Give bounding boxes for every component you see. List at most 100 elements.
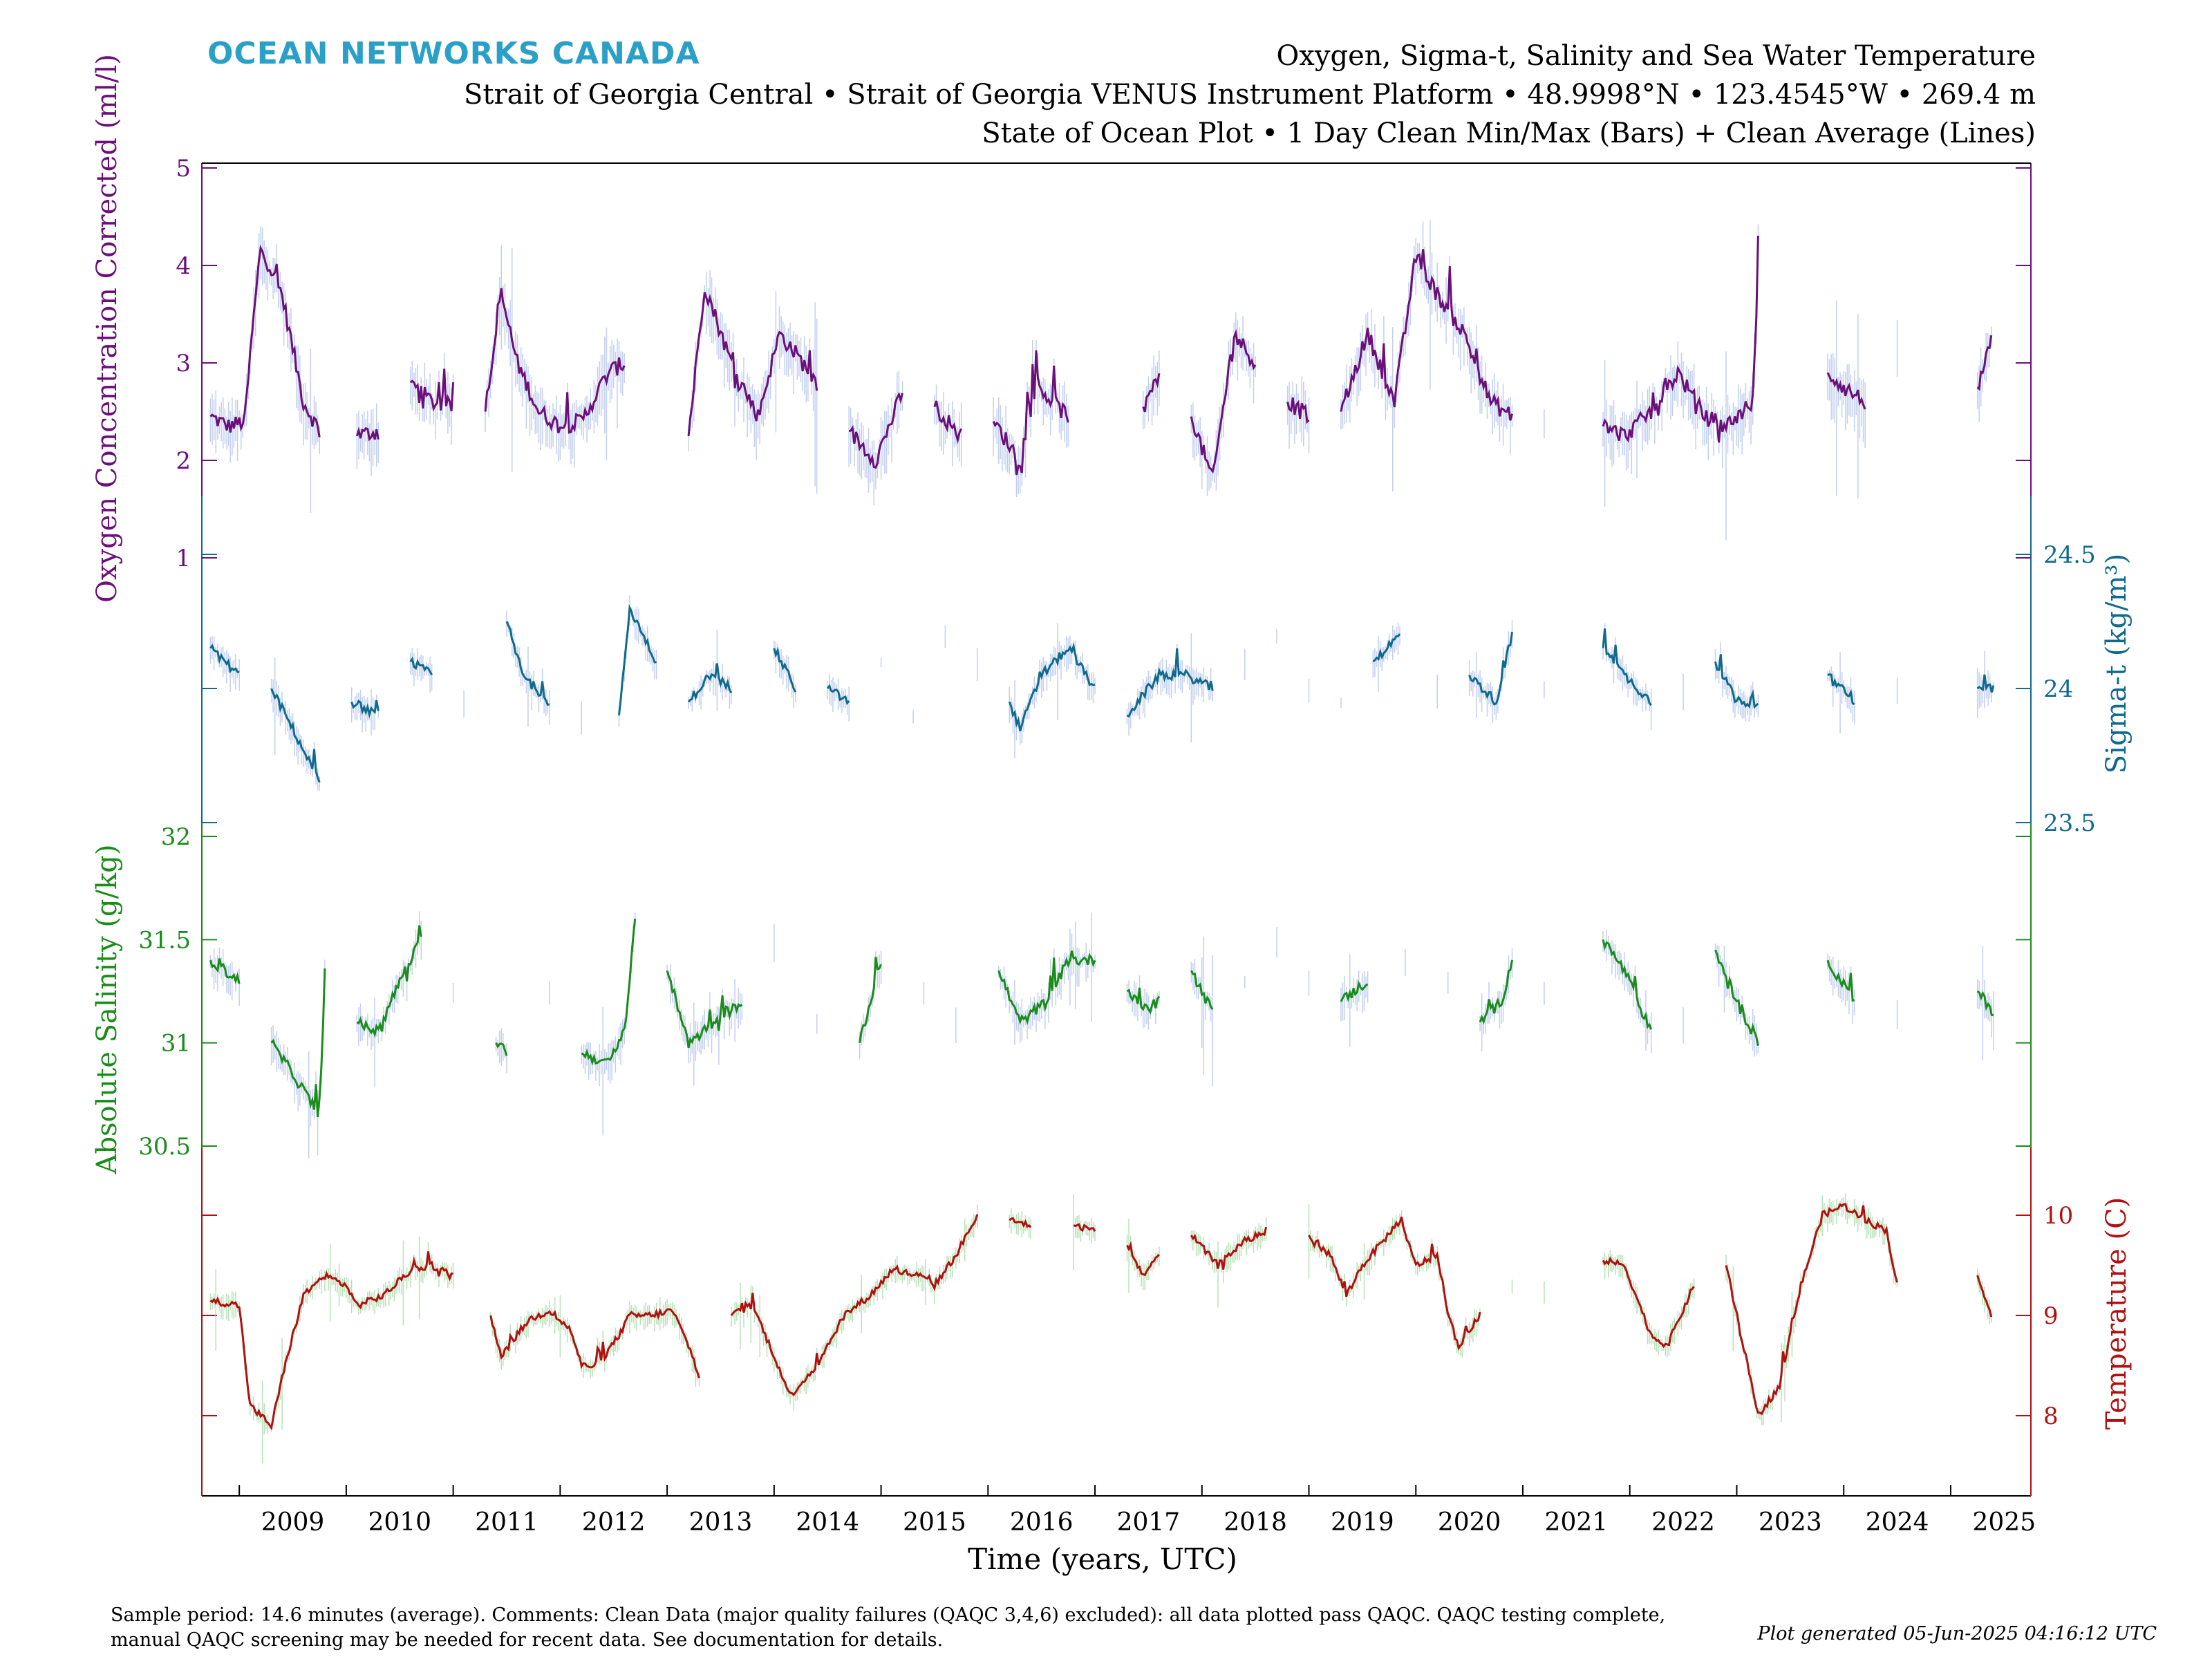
x-tick-label: 2024 bbox=[1866, 1508, 1929, 1537]
x-tick-label: 2012 bbox=[582, 1508, 646, 1537]
y-tick-label: 31 bbox=[161, 1030, 191, 1058]
sigma-average-line bbox=[1126, 648, 1214, 718]
footer-note-line1: Sample period: 14.6 minutes (average). C… bbox=[111, 1604, 1665, 1626]
oxygen-average-line bbox=[209, 244, 321, 438]
x-axis-label: Time (years, UTC) bbox=[968, 1542, 1237, 1576]
x-tick-label: 2019 bbox=[1331, 1508, 1394, 1537]
oxygen-average-line bbox=[1286, 397, 1310, 424]
sigma-average-line bbox=[1372, 633, 1401, 663]
oxygen-average-line bbox=[848, 391, 903, 469]
brand-logo: OCEAN NETWORKS CANADA bbox=[207, 36, 700, 71]
x-tick-label: 2013 bbox=[689, 1508, 753, 1537]
sigma-average-line bbox=[209, 644, 240, 674]
temperature-average-line bbox=[1725, 1203, 1899, 1416]
y-tick-label: 2 bbox=[176, 447, 191, 475]
x-tick-label: 2015 bbox=[903, 1508, 966, 1537]
x-tick-label: 2010 bbox=[368, 1508, 431, 1537]
x-tick-label: 2023 bbox=[1759, 1508, 1822, 1537]
sigma-average-line bbox=[687, 663, 733, 703]
salinity-axis-label: Absolute Salinity (g/kg) bbox=[91, 844, 123, 1174]
salinity-average-line bbox=[1190, 970, 1214, 1011]
temperature-average-line bbox=[1308, 1216, 1481, 1351]
axes: 1 2 3 4 5 23.5 24 24.5 30.5 31 31.5 32 8 9 10 bbox=[138, 155, 2096, 1497]
temperature-average-line bbox=[1602, 1256, 1695, 1349]
x-tick-label: 2022 bbox=[1651, 1508, 1715, 1537]
temperature-average-line bbox=[1976, 1275, 1993, 1318]
sigma-average-line bbox=[409, 656, 433, 676]
oxygen-average-line bbox=[409, 368, 455, 412]
temperature-average-line bbox=[489, 1307, 700, 1378]
temperature-average-line bbox=[1190, 1226, 1268, 1270]
salinity-average-line bbox=[209, 958, 241, 984]
oxygen-average-line bbox=[1190, 328, 1257, 474]
sigma-average-line bbox=[1976, 674, 1995, 693]
oxygen-average-line bbox=[687, 292, 818, 436]
x-tick-label: 2018 bbox=[1224, 1508, 1287, 1537]
x-tick-label: 2009 bbox=[261, 1508, 325, 1537]
plot-title: Oxygen, Sigma-t, Salinity and Sea Water … bbox=[1277, 40, 2036, 72]
y-tick-label: 3 bbox=[176, 350, 191, 377]
salinity-average-line bbox=[1826, 959, 1855, 1002]
plot-location: Strait of Georgia Central • Strait of Ge… bbox=[464, 79, 2036, 111]
generated-timestamp: Plot generated 05-Jun-2025 04:16:12 UTC bbox=[1756, 1623, 2157, 1644]
temperature-average-line bbox=[730, 1214, 979, 1397]
y-tick-label: 4 bbox=[176, 252, 191, 280]
sigma-average-line bbox=[1714, 654, 1759, 709]
salinity-average-line bbox=[666, 970, 743, 1049]
sigma-average-line bbox=[1602, 628, 1652, 706]
oxygen-average-line bbox=[1976, 335, 1993, 391]
y-tick-label: 32 bbox=[161, 823, 191, 851]
sigma-average-line bbox=[1827, 673, 1855, 706]
average-lines bbox=[209, 235, 1995, 1431]
x-tick-label: 2016 bbox=[1010, 1508, 1074, 1537]
sigma-axis-label: Sigma-t (kg/m³) bbox=[2101, 554, 2133, 774]
sigma-average-line bbox=[505, 621, 550, 706]
x-axis: 2009 2010 2011 2012 2013 2014 2015 2016 2017 2018… bbox=[238, 1485, 2036, 1537]
x-tick-label: 2020 bbox=[1438, 1508, 1501, 1537]
y-tick-label: 23.5 bbox=[2043, 809, 2096, 837]
oxygen-average-line bbox=[933, 400, 962, 444]
x-tick-label: 2021 bbox=[1545, 1508, 1609, 1537]
x-tick-label: 2017 bbox=[1117, 1508, 1181, 1537]
temperature-average-line bbox=[209, 1251, 453, 1431]
temperature-average-line bbox=[1073, 1223, 1096, 1232]
oxygen-average-line bbox=[1826, 372, 1866, 410]
sigma-average-line bbox=[773, 646, 797, 693]
plot-description: State of Ocean Plot • 1 Day Clean Min/Ma… bbox=[982, 118, 2036, 149]
salinity-average-line bbox=[1126, 987, 1161, 1015]
oxygen-average-line bbox=[1340, 249, 1513, 421]
oxygen-average-line bbox=[484, 288, 626, 434]
y-tick-label: 8 bbox=[2043, 1403, 2059, 1430]
salinity-average-line bbox=[1714, 949, 1759, 1046]
x-tick-label: 2011 bbox=[475, 1508, 538, 1537]
temperature-average-line bbox=[1009, 1217, 1032, 1228]
y-tick-label: 31.5 bbox=[138, 926, 191, 954]
y-tick-label: 24.5 bbox=[2043, 541, 2096, 569]
footer-note-line2: manual QAQC screening may be needed for … bbox=[111, 1629, 943, 1651]
oxygen-average-line bbox=[1602, 235, 1759, 443]
salinity-average-line bbox=[859, 957, 882, 1043]
salinity-average-line bbox=[1976, 990, 1994, 1017]
y-tick-label: 1 bbox=[176, 545, 191, 572]
oxygen-average-line bbox=[992, 350, 1069, 476]
oxygen-average-line bbox=[355, 426, 379, 442]
salinity-average-line bbox=[495, 1042, 508, 1056]
y-tick-label: 24 bbox=[2043, 675, 2073, 703]
oxygen-average-line bbox=[1142, 373, 1161, 413]
sigma-average-line bbox=[826, 684, 850, 706]
salinity-average-line bbox=[1479, 959, 1513, 1025]
sigma-average-line bbox=[350, 699, 379, 719]
salinity-average-line bbox=[356, 925, 422, 1038]
y-tick-label: 5 bbox=[176, 155, 191, 182]
salinity-average-line bbox=[1602, 939, 1653, 1030]
temperature-average-line bbox=[1126, 1241, 1161, 1277]
x-tick-label: 2025 bbox=[1973, 1508, 2036, 1537]
x-tick-label: 2014 bbox=[796, 1508, 859, 1537]
y-tick-label: 30.5 bbox=[138, 1133, 191, 1161]
y-tick-label: 10 bbox=[2043, 1202, 2073, 1230]
sigma-average-line bbox=[270, 688, 321, 783]
salinity-average-line bbox=[997, 950, 1096, 1026]
salinity-average-line bbox=[270, 968, 326, 1118]
y-tick-label: 9 bbox=[2043, 1302, 2059, 1330]
